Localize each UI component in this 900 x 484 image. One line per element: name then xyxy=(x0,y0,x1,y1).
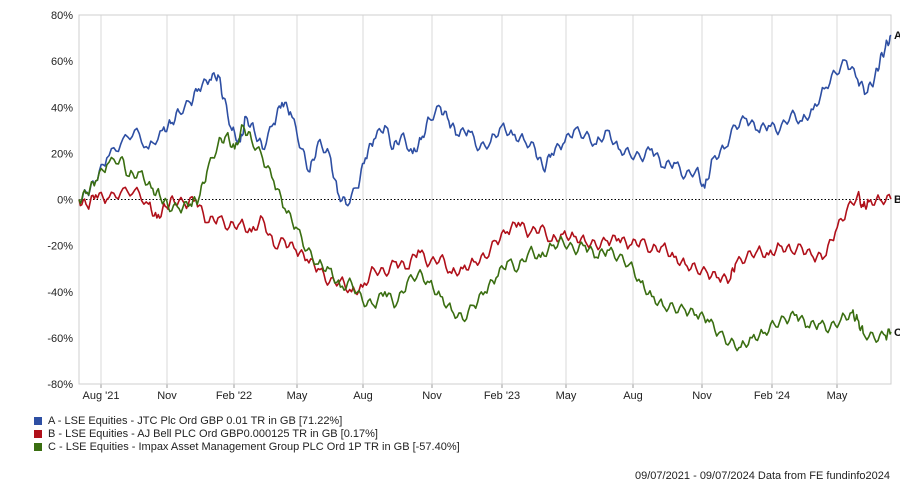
y-axis-labels: 80% 60% 40% 20% 0% -20% -40% -60% -80% xyxy=(47,10,73,391)
y-tick-label: 20% xyxy=(51,148,73,160)
series-line-c xyxy=(78,124,892,352)
end-label-b: B xyxy=(894,194,900,206)
y-tick-label: -20% xyxy=(47,241,73,253)
x-tick-label: May xyxy=(556,390,577,402)
x-tick-label: May xyxy=(287,390,308,402)
x-tick-label: May xyxy=(827,390,848,402)
y-tick-label: 0% xyxy=(57,195,73,207)
x-axis-labels: Aug '21 Nov Feb '22 May Aug Nov Feb '23 May Aug N… xyxy=(83,390,848,402)
legend-label-a: A - LSE Equities - JTC Plc Ord GBP 0.01 … xyxy=(48,414,343,427)
legend-swatch-b xyxy=(34,429,42,438)
y-tick-label: 40% xyxy=(51,102,73,114)
x-tick-label: Feb '23 xyxy=(484,390,520,402)
end-label-a: A xyxy=(894,30,900,42)
legend-label-c: C - LSE Equities - Impax Asset Managemen… xyxy=(48,440,460,453)
legend-swatch-c xyxy=(34,442,42,451)
legend-item-b: B - LSE Equities - AJ Bell PLC Ord GBP0.… xyxy=(34,427,460,440)
y-tick-label: -80% xyxy=(47,379,73,391)
y-tick-label: 80% xyxy=(51,10,73,22)
y-tick-label: -60% xyxy=(47,333,73,345)
x-tick-label: Nov xyxy=(692,390,712,402)
legend: A - LSE Equities - JTC Plc Ord GBP 0.01 … xyxy=(34,414,460,453)
x-tick-label: Nov xyxy=(157,390,177,402)
series-line-b xyxy=(78,186,892,296)
line-chart: 80% 60% 40% 20% 0% -20% -40% -60% -80% Aug '21 No… xyxy=(47,10,900,402)
legend-item-a: A - LSE Equities - JTC Plc Ord GBP 0.01 … xyxy=(34,414,460,427)
legend-label-b: B - LSE Equities - AJ Bell PLC Ord GBP0.… xyxy=(48,427,378,440)
series-line-a xyxy=(78,34,892,207)
x-tick-label: Aug xyxy=(353,390,373,402)
legend-item-c: C - LSE Equities - Impax Asset Managemen… xyxy=(34,440,460,453)
x-tick-label: Aug xyxy=(623,390,643,402)
y-tick-label: -40% xyxy=(47,287,73,299)
x-tick-label: Feb '24 xyxy=(754,390,790,402)
y-tick-label: 60% xyxy=(51,56,73,68)
footer-date-range: 09/07/2021 - 09/07/2024 Data from FE fun… xyxy=(634,470,890,482)
x-tick-label: Feb '22 xyxy=(216,390,252,402)
end-label-c: C xyxy=(894,327,900,339)
x-tick-label: Nov xyxy=(422,390,442,402)
end-labels: A B C xyxy=(894,30,900,339)
x-tick-label: Aug '21 xyxy=(83,390,120,402)
series-lines xyxy=(78,34,892,352)
legend-swatch-a xyxy=(34,416,42,425)
